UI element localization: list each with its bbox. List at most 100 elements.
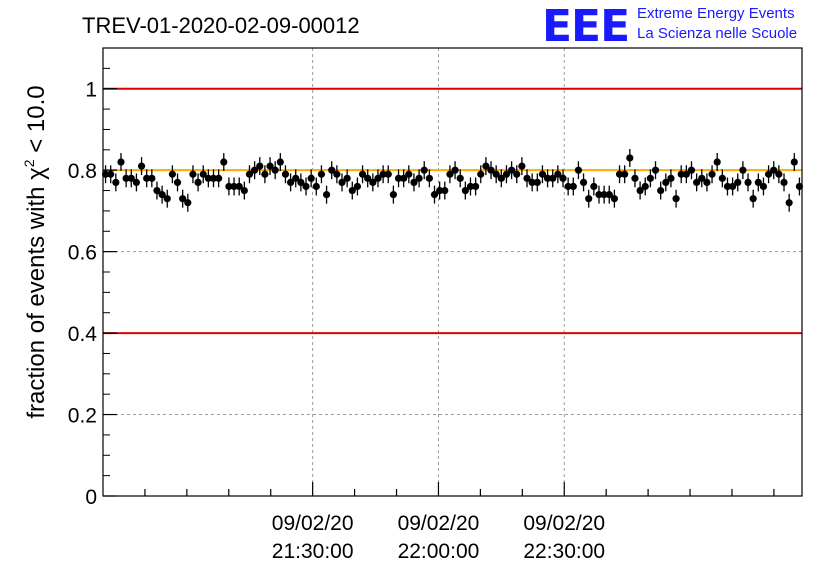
data-point-63 — [425, 169, 433, 188]
point-marker — [137, 162, 146, 170]
data-point-12 — [163, 189, 171, 208]
data-point-93 — [579, 173, 588, 192]
point-marker — [117, 158, 125, 166]
y-axis-label-sup: 2 — [21, 159, 37, 167]
point-marker — [528, 178, 536, 186]
data-point-9 — [148, 169, 156, 188]
data-point-64 — [430, 185, 439, 204]
point-marker — [682, 170, 690, 178]
plot-frame — [102, 47, 803, 497]
data-point-51 — [364, 169, 372, 188]
point-marker — [739, 166, 747, 174]
data-point-102 — [626, 149, 634, 167]
point-marker — [379, 170, 387, 178]
point-marker — [225, 182, 233, 191]
data-point-108 — [657, 181, 665, 200]
point-marker — [302, 182, 310, 191]
point-marker — [384, 170, 392, 178]
data-point-133 — [785, 193, 793, 212]
point-marker — [610, 195, 619, 203]
point-marker — [708, 170, 716, 178]
point-marker — [353, 182, 362, 191]
point-marker — [677, 170, 685, 178]
x-tick-time-0: 21:30:00 — [272, 540, 354, 563]
data-point-43 — [322, 185, 331, 204]
point-marker — [245, 170, 254, 178]
point-marker — [795, 182, 804, 191]
point-marker — [667, 174, 675, 182]
point-marker — [687, 166, 696, 174]
point-marker — [112, 178, 120, 186]
point-marker — [122, 174, 130, 182]
data-point-70 — [461, 181, 469, 200]
data-point-24 — [225, 177, 233, 196]
point-marker — [153, 186, 161, 195]
point-marker — [251, 166, 259, 174]
data-point-73 — [477, 165, 485, 184]
eee-logo: EEE Extreme Energy Events La Scienza nel… — [542, 1, 797, 52]
point-marker — [220, 158, 228, 166]
point-marker — [436, 186, 444, 195]
data-point-96 — [595, 185, 603, 204]
data-point-40 — [307, 169, 315, 188]
data-point-10 — [153, 181, 161, 200]
data-point-61 — [415, 169, 423, 188]
y-tick-label-5: 1 — [85, 79, 97, 102]
data-point-75 — [487, 161, 495, 180]
data-point-19 — [199, 165, 207, 184]
data-point-13 — [168, 165, 176, 184]
point-marker — [194, 178, 202, 186]
point-marker — [343, 174, 351, 182]
data-point-112 — [677, 165, 685, 184]
data-point-126 — [749, 189, 757, 208]
data-point-92 — [574, 161, 583, 180]
data-point-69 — [456, 169, 464, 188]
data-point-132 — [780, 173, 788, 192]
y-axis-ticks: 0 0.2 0.4 0.6 0.8 1 — [68, 47, 117, 509]
point-marker — [292, 174, 300, 182]
data-point-16 — [184, 193, 192, 212]
data-point-49 — [353, 177, 362, 196]
point-marker — [559, 174, 567, 182]
point-marker — [646, 174, 654, 182]
data-point-32 — [266, 157, 274, 176]
point-marker — [240, 186, 248, 195]
data-point-48 — [348, 181, 356, 200]
data-point-90 — [564, 177, 572, 196]
y-tick-label-2: 0.4 — [68, 323, 98, 346]
data-point-58 — [400, 169, 408, 188]
point-marker — [307, 174, 315, 182]
point-marker — [785, 199, 793, 207]
data-point-6 — [132, 173, 141, 192]
data-point-33 — [271, 161, 279, 180]
point-marker — [235, 182, 243, 191]
point-marker — [600, 191, 608, 199]
x-tick-time-2: 22:30:00 — [523, 540, 605, 563]
point-marker — [338, 178, 346, 186]
y-tick-label-3: 0.6 — [68, 242, 97, 265]
data-point-65 — [436, 181, 444, 200]
point-marker — [492, 170, 500, 178]
data-point-66 — [441, 181, 449, 200]
data-point-62 — [420, 161, 428, 180]
logo-mark: EEE — [542, 1, 629, 52]
point-marker — [400, 174, 408, 182]
y-axis-label-suffix: < 10.0 — [23, 85, 50, 159]
point-marker — [328, 166, 336, 174]
point-marker — [101, 170, 110, 178]
point-marker — [107, 170, 115, 178]
data-point-20 — [204, 169, 212, 188]
data-point-111 — [672, 189, 680, 208]
data-point-56 — [389, 185, 397, 204]
point-marker — [477, 170, 485, 178]
data-point-4 — [122, 169, 130, 188]
point-marker — [754, 178, 762, 186]
data-point-77 — [497, 169, 505, 188]
point-marker — [127, 174, 135, 182]
data-point-25 — [230, 177, 238, 196]
data-point-3 — [117, 153, 125, 171]
point-marker — [502, 170, 511, 178]
point-marker — [569, 182, 577, 191]
point-marker — [790, 158, 798, 166]
point-marker — [651, 166, 660, 174]
